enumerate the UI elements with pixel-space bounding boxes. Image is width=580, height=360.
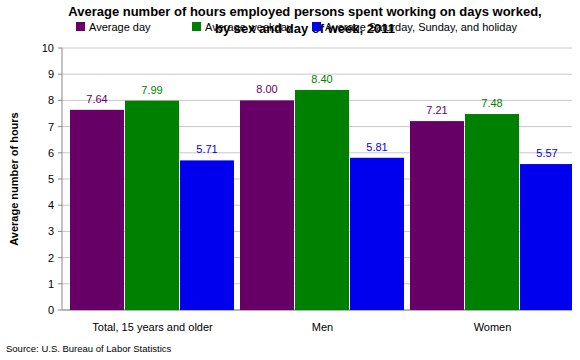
- y-tick: [58, 257, 62, 258]
- y-tick-label: 8: [48, 94, 54, 106]
- y-axis: [62, 48, 63, 310]
- bars: [70, 90, 572, 310]
- grid-line: [62, 48, 572, 49]
- x-tick-label: Women: [474, 321, 512, 333]
- y-tick: [58, 100, 62, 101]
- y-tick: [58, 310, 62, 311]
- legend-swatch: [312, 22, 321, 31]
- y-tick: [58, 74, 62, 75]
- y-tick-label: 4: [48, 199, 54, 211]
- legend-label: Average weekday: [205, 21, 293, 33]
- title-line: Average number of hours employed persons…: [68, 4, 541, 19]
- legend: Average day Average weekday Average Saturd…: [76, 21, 518, 33]
- y-tick: [58, 205, 62, 206]
- bar: [70, 110, 124, 310]
- y-tick-label: 1: [48, 278, 54, 290]
- chart-svg: Average number of hours employed persons…: [0, 0, 580, 360]
- data-label: 8.00: [256, 83, 277, 95]
- bar: [240, 100, 294, 310]
- y-tick-label: 9: [48, 68, 54, 80]
- bar: [520, 164, 572, 310]
- data-label: 7.21: [426, 104, 447, 116]
- x-tick-label: Men: [312, 321, 333, 333]
- data-label: 8.40: [311, 73, 332, 85]
- y-tick: [58, 283, 62, 284]
- y-tick: [58, 231, 62, 232]
- bar: [350, 158, 404, 310]
- legend-swatch: [76, 22, 85, 31]
- y-tick-label: 6: [48, 147, 54, 159]
- bar: [125, 101, 179, 310]
- data-label: 7.48: [481, 97, 502, 109]
- legend-label: Average day: [89, 21, 151, 33]
- labels: 7.64 7.99 5.71 8.00 8.40 5.81 7.21 7.48 5.57: [86, 73, 557, 159]
- chart-container: Average number of hours employed persons…: [0, 0, 580, 360]
- y-tick-label: 3: [48, 225, 54, 237]
- y-tick-label: 0: [48, 304, 54, 316]
- data-label: 5.57: [536, 147, 557, 159]
- legend-label: Average Saturday, Sunday, and holiday: [325, 21, 518, 33]
- bar: [410, 121, 464, 310]
- data-label: 7.64: [86, 93, 107, 105]
- x-tick-label: Total, 15 years and older: [92, 321, 213, 333]
- bar: [465, 114, 519, 310]
- title: Average number of hours employed persons…: [68, 4, 541, 36]
- data-label: 5.71: [196, 143, 217, 155]
- y-tick-label: 10: [42, 42, 54, 54]
- y-tick-label: 7: [48, 121, 54, 133]
- source-note: Source: U.S. Bureau of Labor Statistics: [6, 343, 172, 354]
- y-axis-label: Average number of hours: [8, 112, 20, 245]
- y-tick-label: 2: [48, 252, 54, 264]
- y-tick: [58, 179, 62, 180]
- data-label: 7.99: [141, 84, 162, 96]
- y-tick: [58, 152, 62, 153]
- data-label: 5.81: [366, 141, 387, 153]
- y-tick: [58, 126, 62, 127]
- bar: [295, 90, 349, 310]
- bar: [180, 160, 234, 310]
- y-tick: [58, 48, 62, 49]
- y-tick-label: 5: [48, 173, 54, 185]
- legend-swatch: [192, 22, 201, 31]
